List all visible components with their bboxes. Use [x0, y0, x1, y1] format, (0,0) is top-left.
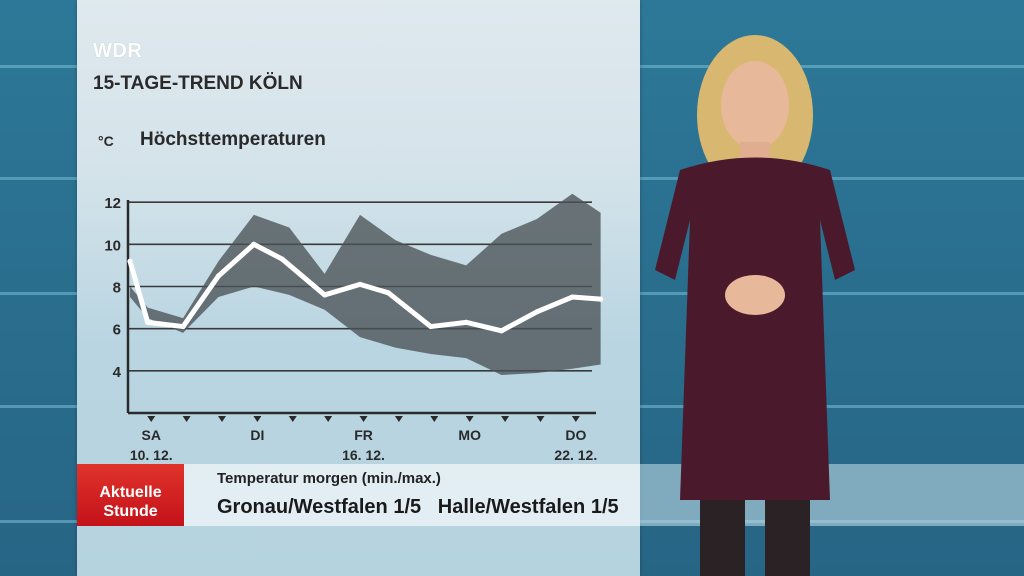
show-logo-line1: Aktuelle: [99, 484, 162, 501]
x-tick-mark: [253, 416, 262, 422]
temperature-point: [145, 319, 151, 325]
x-tick-mark: [288, 416, 297, 422]
temperature-point: [279, 256, 285, 262]
temperature-point: [251, 241, 257, 247]
x-tick-mark: [501, 416, 510, 422]
x-tick-label: DO: [565, 427, 586, 443]
y-tick-label: 10: [104, 237, 121, 254]
presenter-dress: [655, 157, 855, 500]
x-tick-mark: [465, 416, 474, 422]
temperature-point: [428, 323, 434, 330]
temperature-point: [598, 296, 604, 302]
x-tick-mark: [536, 416, 545, 422]
temperature-point: [357, 281, 363, 287]
channel-logo: WDR: [93, 40, 143, 62]
show-logo-line2: Stunde: [103, 503, 158, 520]
temperature-point: [385, 290, 391, 296]
temperature-point: [463, 319, 469, 325]
x-tick-mark: [394, 416, 403, 422]
temperature-point: [215, 273, 222, 279]
y-tick-label: 6: [113, 322, 121, 339]
x-tick-label: MO: [458, 427, 481, 443]
x-tick-mark: [182, 416, 191, 422]
page-title: 15-TAGE-TREND KÖLN: [93, 73, 303, 94]
temperature-series: [127, 241, 604, 334]
temperature-point: [180, 323, 186, 330]
presenter-figure: [655, 35, 855, 576]
x-tick-label: FR: [354, 427, 373, 443]
x-tick-label: DI: [250, 427, 264, 443]
show-logo: Aktuelle Stunde: [77, 464, 184, 526]
temperature-point: [322, 292, 328, 298]
x-tick-mark: [324, 416, 333, 422]
temperature-point: [534, 309, 540, 315]
x-tick-mark: [147, 416, 156, 422]
presenter-leg: [765, 500, 810, 576]
x-tick-date: 16. 12.: [342, 447, 385, 463]
x-tick-date: 22. 12.: [554, 447, 597, 463]
chart-title: Höchsttemperaturen: [140, 129, 326, 150]
tick-labels: 4 6 8 10 12 SA 10. 12. DI FR 16. 12. MO DO 22. 12.: [104, 195, 597, 463]
temperature-point: [127, 258, 133, 264]
x-tick-label: SA: [142, 427, 161, 443]
axes: [126, 200, 596, 422]
x-tick-mark: [359, 416, 368, 422]
temperature-point: [498, 328, 505, 334]
x-tick-mark: [218, 416, 226, 422]
presenter-hands: [725, 275, 785, 315]
x-tick-mark: [571, 416, 580, 422]
y-axis-unit: °C: [98, 133, 114, 149]
temperature-point: [569, 294, 575, 300]
x-tick-date: 10. 12.: [130, 447, 173, 463]
y-tick-label: 8: [113, 280, 121, 297]
y-tick-label: 4: [113, 364, 122, 381]
y-tick-label: 12: [104, 195, 121, 212]
ticker-label: Temperatur morgen (min./max.): [217, 470, 441, 487]
ticker-value: Gronau/Westfalen 1/5 Halle/Westfalen 1/5: [217, 496, 619, 518]
x-tick-mark: [430, 416, 439, 422]
presenter-leg: [700, 500, 745, 576]
presenter-face: [721, 61, 789, 149]
